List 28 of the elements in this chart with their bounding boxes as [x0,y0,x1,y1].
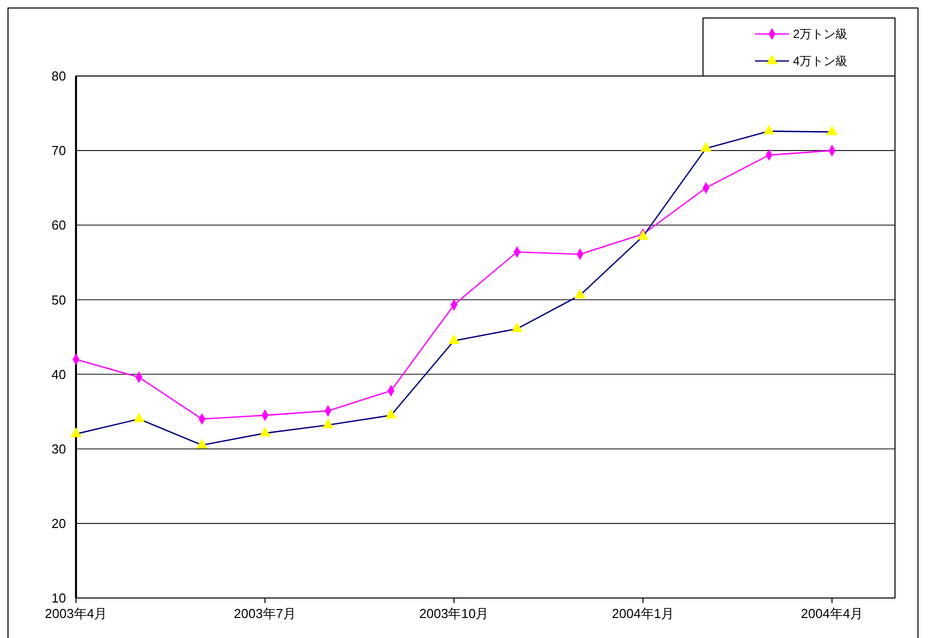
point [133,412,145,422]
y-tick-label: 40 [52,366,66,382]
legend-label: 4万トン級 [793,54,848,68]
point [322,418,334,428]
x-tick-label: 2004年4月 [800,606,864,621]
point [196,438,208,448]
y-tick-label: 60 [52,218,66,233]
point [574,288,586,298]
y-tick-label: 30 [52,441,66,456]
point [70,427,82,438]
legend-label: 2万トン級 [793,27,848,42]
x-tick-label: 2003年7月 [234,606,296,621]
y-tick-label: 80 [52,68,66,84]
point [763,124,775,134]
point [826,125,838,136]
y-tick-label: 50 [52,292,66,308]
y-tick-label: 20 [52,516,66,531]
x-tick-label: 2003年10月 [419,606,489,621]
point [700,142,712,152]
point [448,334,460,344]
point [637,230,649,240]
x-tick-label: 2003年4月 [44,606,108,621]
point [511,322,523,332]
y-tick-label: 70 [52,143,66,158]
point [385,408,397,419]
y-tick-label: 10 [52,590,66,606]
point [259,426,271,436]
x-tick-label: 2004年1月 [612,606,674,621]
